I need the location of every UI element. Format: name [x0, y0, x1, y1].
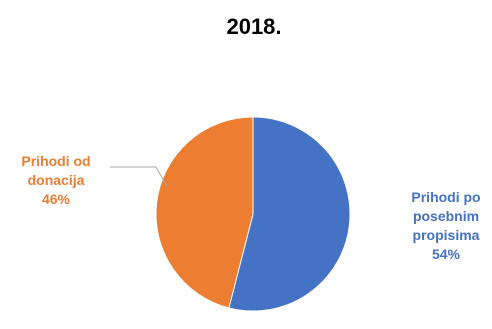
pie-slice-0	[228, 116, 351, 312]
data-label-line: donacija	[28, 172, 85, 188]
data-label-percent: 46%	[42, 191, 71, 207]
chart-title: 2018.	[226, 14, 281, 39]
leader-lines	[110, 166, 168, 187]
data-label-line: posebnim	[413, 208, 479, 224]
leader-line-1	[110, 166, 168, 187]
data-label-percent: 54%	[432, 246, 461, 262]
data-label-line: propisima	[413, 227, 480, 243]
pie-slice-1	[155, 116, 254, 309]
pie-slices	[155, 116, 351, 312]
data-label-line: Prihodi po	[411, 189, 480, 205]
data-label-line: Prihodi od	[21, 153, 90, 169]
data-label-1: Prihodi od donacija 46%	[21, 153, 90, 207]
data-label-0: Prihodi po posebnim propisima 54%	[411, 189, 480, 262]
data-labels: Prihodi po posebnim propisima 54% Prihodi od…	[21, 153, 480, 262]
